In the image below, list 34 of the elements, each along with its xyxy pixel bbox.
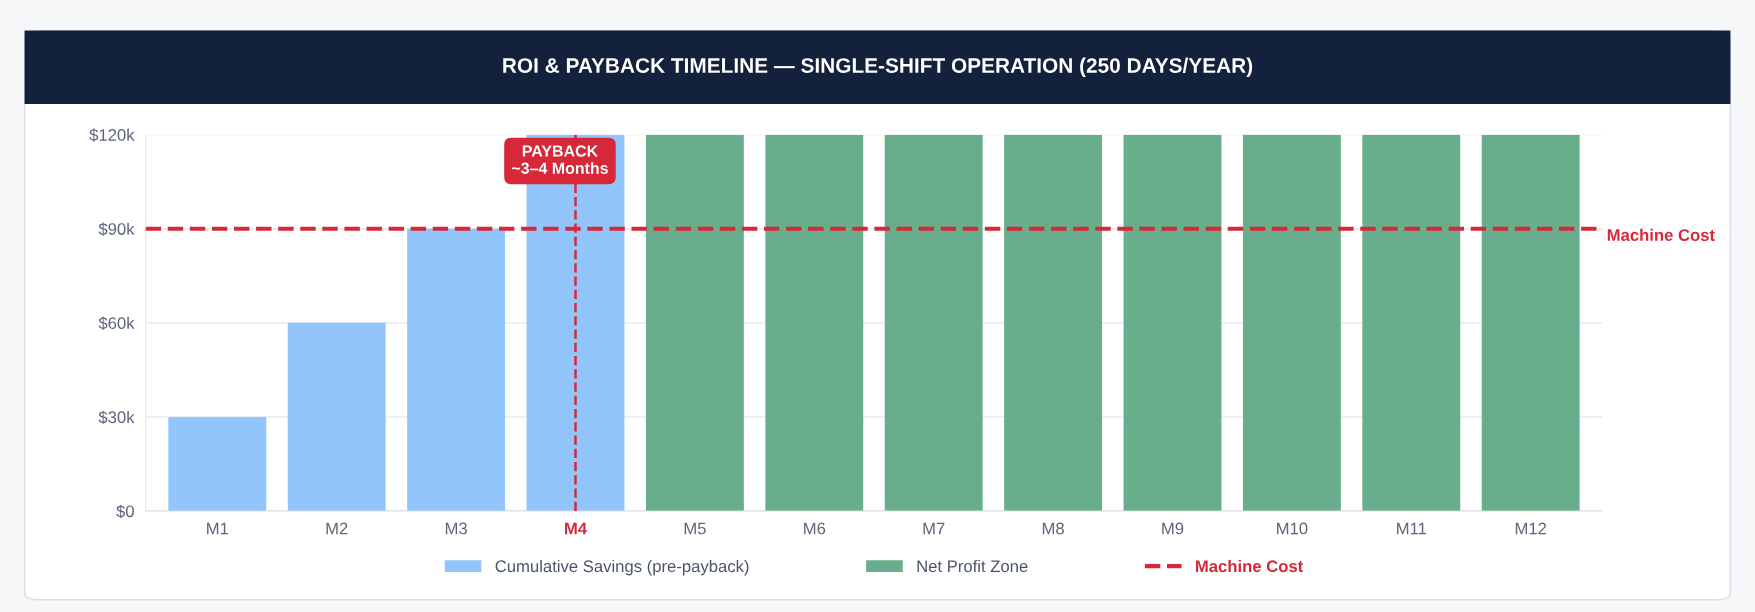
bar (407, 228, 506, 512)
y-tick-label: $60k (98, 316, 135, 331)
x-tick-label: M11 (1397, 522, 1427, 535)
x-tick-label: M8 (1042, 522, 1064, 535)
bar (168, 416, 267, 512)
bar (1481, 134, 1580, 512)
ref-line-label: Machine Cost (1607, 228, 1715, 241)
ref-line-label: PAYBACK ~3–4 Months (512, 145, 608, 174)
chart-title: ROI & PAYBACK TIMELINE — SINGLE-SHIFT OPERATION (250 DAYS/YEAR) (503, 57, 1253, 78)
x-tick-label: M10 (1277, 522, 1308, 535)
bar (645, 134, 744, 512)
bar (1242, 134, 1341, 512)
bar (287, 322, 386, 512)
x-tick-label: M1 (207, 522, 229, 535)
legend-label: Net Profit Zone (917, 559, 1028, 573)
bar (1004, 134, 1103, 512)
y-tick-label: $120k (89, 128, 135, 142)
y-tick-label: $0 (116, 504, 134, 519)
x-tick-label: M5 (684, 522, 706, 535)
bar (884, 134, 983, 512)
x-tick-label: M7 (923, 522, 945, 535)
bar (1362, 134, 1461, 512)
bar (1123, 134, 1222, 512)
text: Machine Cost (1196, 559, 1304, 573)
legend-label: Cumulative Savings (pre-payback) (495, 559, 749, 576)
y-tick-label: $90k (98, 222, 135, 236)
x-tick-label: M3 (445, 522, 467, 535)
x-tick-label: M4 (565, 522, 587, 535)
bar (765, 134, 864, 512)
y-tick-label: $30k (98, 410, 135, 425)
x-tick-label: M6 (804, 522, 826, 535)
x-tick-label: M9 (1162, 522, 1184, 535)
x-tick-label: M12 (1515, 522, 1547, 535)
x-tick-label: M2 (326, 522, 348, 535)
